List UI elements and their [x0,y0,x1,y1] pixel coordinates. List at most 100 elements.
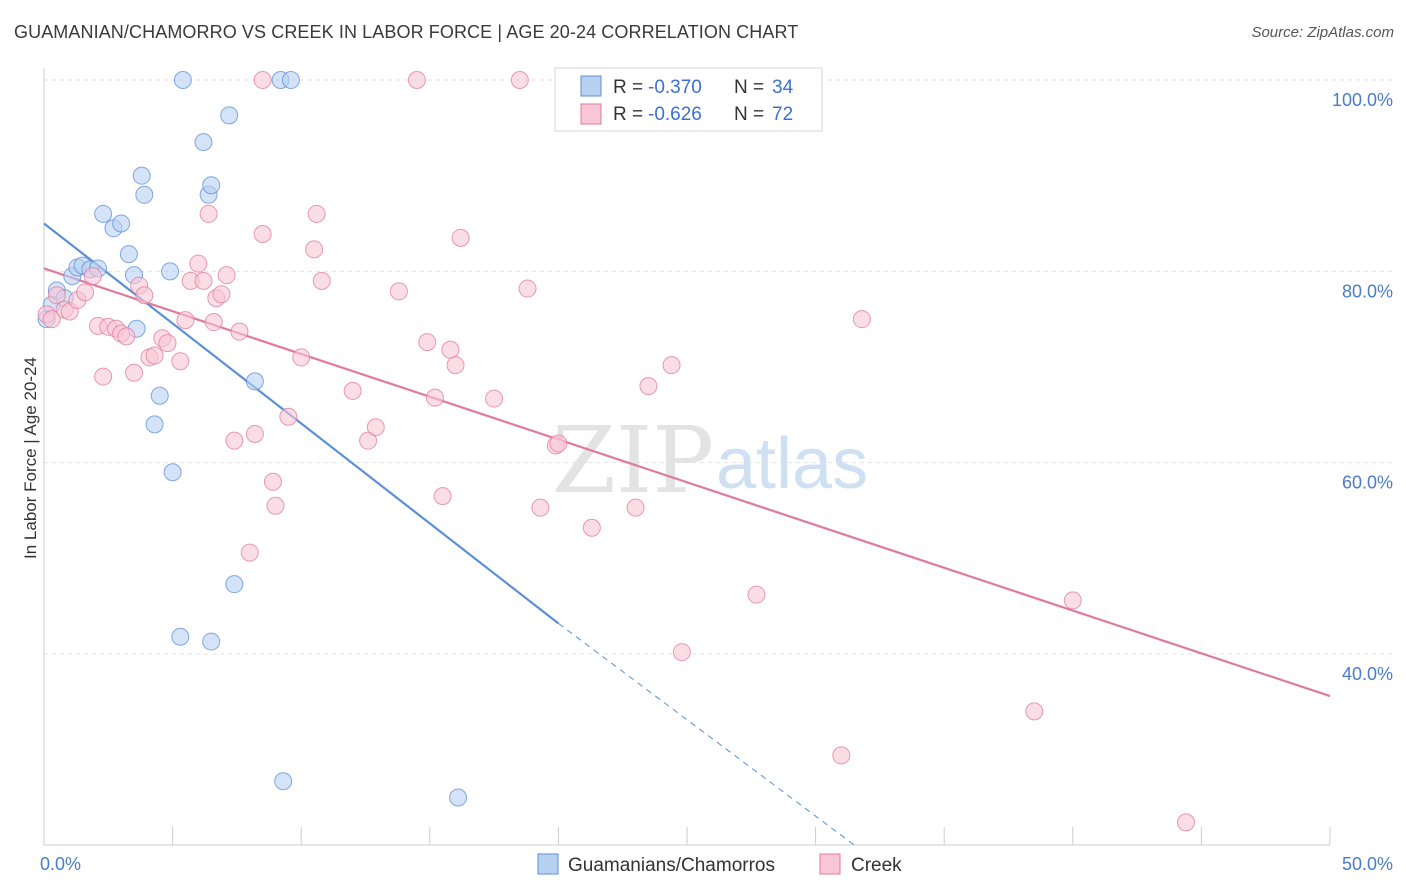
data-point [263,472,282,491]
series-legend-label-guamanian: Guamanians/Chamorros [568,855,775,876]
data-point [582,518,601,537]
data-point [132,166,151,185]
data-point [94,204,113,223]
data-point [279,407,298,426]
data-point [225,575,244,594]
data-point [240,543,259,562]
data-point [202,632,221,651]
data-point [418,333,437,352]
data-point [359,431,378,450]
legend-n-label-1: N = [734,77,764,98]
data-point [266,496,285,515]
tick-labels: 100.0% 80.0% 60.0% 40.0% 0.0% 50.0% [40,90,1393,874]
data-point [112,214,131,233]
series-points-creek [37,71,1195,832]
data-point [852,310,871,329]
data-point [307,204,326,223]
series-legend: Guamanians/Chamorros Creek [537,853,902,876]
axes [43,68,1331,846]
data-point [639,377,658,396]
y-tick-label-1: 80.0% [1342,281,1393,301]
data-point [343,381,362,400]
data-points [37,71,1195,832]
gridlines [44,79,1392,655]
data-point [510,71,529,89]
chart-title: GUAMANIAN/CHAMORRO VS CREEK IN LABOR FOR… [14,22,799,42]
data-point [253,225,272,244]
series-legend-label-creek: Creek [851,855,902,876]
data-point [150,386,169,405]
data-point [204,313,223,332]
data-point [1063,591,1082,610]
data-point [171,627,190,646]
data-point [163,463,182,482]
correlation-legend: R = -0.370 N = 34 R = -0.626 N = 72 [554,67,823,132]
data-point [441,340,460,359]
data-point [125,363,144,382]
x-tick-label-0: 0.0% [40,854,81,874]
watermark-atlas: atlas [716,424,868,504]
y-tick-label-3: 40.0% [1342,664,1393,684]
data-point [42,310,61,329]
data-point [832,746,851,765]
data-point [161,262,180,281]
source-label: Source: ZipAtlas.com [1251,24,1394,41]
data-point [176,311,195,330]
data-point [135,185,154,204]
x-tick-label-1: 50.0% [1342,854,1393,874]
data-point [366,418,385,437]
data-point [158,334,177,353]
data-point [145,346,164,365]
data-point [626,498,645,517]
data-point [446,356,465,375]
data-point [212,285,231,304]
data-point [145,415,164,434]
data-point [305,240,324,259]
data-point [245,424,264,443]
data-point [47,286,66,305]
data-point [433,487,452,506]
data-point [407,71,426,89]
data-point [274,772,293,791]
trend-line-guamanian [43,222,560,625]
data-point [518,279,537,298]
legend-r-label-1: R = [613,77,643,98]
data-point [253,71,272,89]
trend-extension-guamanian [558,622,855,846]
legend-n-value-1: 34 [772,77,794,98]
data-point [76,283,95,302]
legend-swatch-guamanian [580,75,602,97]
legend-swatch-creek [580,103,602,125]
data-point [173,71,192,89]
data-point [171,352,190,371]
data-point [135,286,154,305]
data-point [83,267,102,286]
data-point [220,106,239,125]
data-point [245,372,264,391]
data-point [531,498,550,517]
watermark-zip: ZIP [552,407,714,514]
data-point [202,176,221,195]
data-point [281,71,300,89]
data-point [225,431,244,450]
data-point [747,585,766,604]
series-legend-swatch-creek [819,853,841,875]
data-point [94,367,113,386]
data-point [194,133,213,152]
data-point [1176,813,1195,832]
data-point [312,271,331,290]
data-point [199,204,218,223]
data-point [549,434,568,453]
series-legend-swatch-guamanian [537,853,559,875]
y-tick-label-0: 100.0% [1332,90,1393,110]
data-point [451,228,470,247]
legend-r-label-2: R = [613,104,643,125]
data-point [119,245,138,264]
data-point [389,282,408,301]
data-point [672,643,691,662]
legend-n-value-2: 72 [772,104,793,125]
y-axis-label: In Labor Force | Age 20-24 [21,357,40,559]
data-point [217,266,236,285]
data-point [194,271,213,290]
